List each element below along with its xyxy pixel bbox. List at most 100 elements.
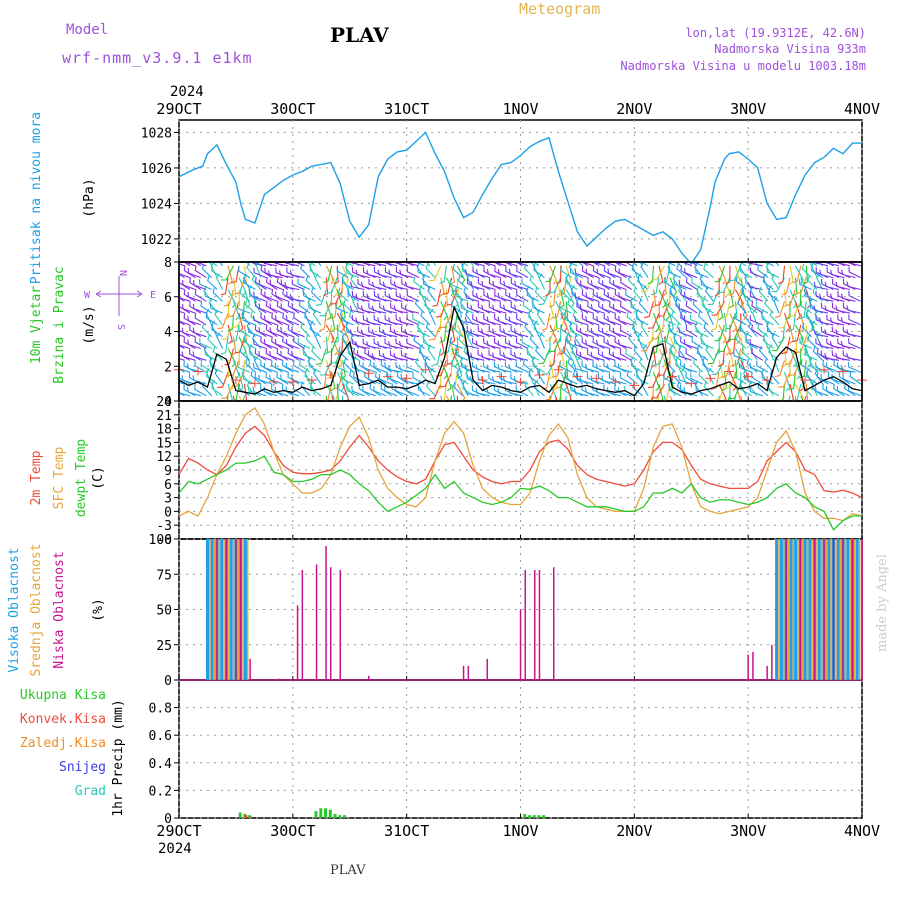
wind-barb bbox=[393, 305, 409, 314]
high-cloud-bar bbox=[846, 539, 850, 680]
wind-barb bbox=[591, 262, 600, 267]
wind-barb bbox=[458, 334, 469, 349]
wind-barb bbox=[494, 290, 507, 302]
wind-barb bbox=[783, 312, 791, 333]
wind-barb bbox=[187, 315, 201, 326]
wind-barb bbox=[424, 359, 436, 373]
wind-barb bbox=[640, 321, 649, 337]
credit-text: made by Angel bbox=[875, 554, 890, 652]
wind-barb bbox=[737, 298, 747, 314]
low-cloud-bar bbox=[225, 539, 228, 680]
wind-barb bbox=[353, 371, 365, 385]
wind-barb bbox=[382, 353, 398, 361]
wind-barb bbox=[632, 382, 643, 397]
wind-barb bbox=[183, 262, 191, 267]
wind-barb bbox=[464, 269, 480, 279]
wind-barb bbox=[665, 298, 676, 314]
wind-barb bbox=[297, 337, 311, 349]
wind-barb bbox=[304, 312, 316, 326]
wind-barb bbox=[322, 265, 333, 284]
wind-barb bbox=[718, 395, 720, 401]
wind-barb bbox=[794, 324, 804, 344]
wind-barb bbox=[371, 329, 387, 338]
wind-barb bbox=[833, 359, 845, 373]
precip-axis-title: 1hr Precip (mm) bbox=[111, 699, 126, 816]
wind-frame-overlay bbox=[178, 261, 863, 402]
wind-barb bbox=[300, 381, 311, 397]
wind-barb bbox=[559, 361, 572, 373]
wind-barb bbox=[350, 274, 360, 290]
wind-gust-marker bbox=[230, 376, 241, 385]
wind-barb bbox=[714, 383, 726, 401]
wind-barb bbox=[274, 315, 289, 326]
wind-barb bbox=[369, 359, 382, 373]
wind-barb bbox=[504, 262, 518, 267]
wind-barb bbox=[469, 262, 474, 267]
wind-barb bbox=[388, 293, 403, 302]
wind-barb bbox=[609, 325, 622, 338]
low-cloud-bar bbox=[538, 570, 541, 680]
wind-barb bbox=[549, 301, 554, 321]
wind-barb bbox=[387, 341, 403, 350]
wind-barb bbox=[802, 265, 809, 285]
wind-barb bbox=[548, 348, 556, 367]
wind-barb bbox=[353, 262, 360, 267]
wind-barb bbox=[210, 262, 218, 267]
wind-barb bbox=[522, 300, 534, 314]
wind-barb bbox=[668, 267, 682, 279]
low-cloud-bar bbox=[553, 567, 555, 680]
wind-barb bbox=[287, 348, 300, 361]
wind-barb bbox=[683, 339, 698, 350]
product-title: Meteogram bbox=[519, 0, 600, 18]
wind-barb bbox=[833, 383, 845, 397]
wind-barb bbox=[675, 300, 687, 314]
wind-barb bbox=[592, 265, 605, 279]
wind-barb bbox=[377, 269, 392, 279]
y-tick-label: 18 bbox=[156, 423, 172, 438]
wind-barb bbox=[179, 358, 185, 361]
wind-barb bbox=[313, 368, 322, 385]
wind-barb bbox=[217, 312, 229, 330]
wind-barb bbox=[625, 289, 638, 302]
wind-barb bbox=[630, 360, 643, 373]
wind-barb bbox=[483, 266, 496, 279]
wind-barb bbox=[652, 312, 660, 333]
wind-barb bbox=[378, 374, 392, 385]
wind-barb bbox=[711, 372, 720, 390]
wind-barb bbox=[406, 290, 420, 302]
total-precip-bar bbox=[537, 815, 541, 818]
wind-barb bbox=[746, 296, 753, 314]
wind-barb bbox=[751, 308, 758, 326]
wind-barb bbox=[644, 301, 655, 319]
wind-barb bbox=[545, 277, 551, 297]
wind-barb bbox=[735, 335, 747, 349]
wind-barb bbox=[464, 364, 480, 373]
wind-barb bbox=[729, 348, 734, 368]
wind-barb bbox=[576, 277, 589, 290]
y-tick-label: -6 bbox=[156, 533, 172, 548]
wind-barb bbox=[366, 341, 381, 350]
wind-barb bbox=[251, 274, 262, 290]
high-cloud-bar bbox=[789, 539, 793, 680]
wind-barb bbox=[326, 289, 333, 309]
high-cloud-bar bbox=[855, 539, 859, 680]
wind-barb bbox=[452, 381, 463, 397]
wind-barb bbox=[669, 312, 674, 333]
wind-gust-marker bbox=[686, 379, 697, 388]
wind-barb bbox=[678, 351, 692, 361]
wind-barb bbox=[260, 312, 273, 326]
wind-barb bbox=[764, 357, 774, 373]
low-cloud-bar bbox=[296, 605, 299, 680]
x-tick-label-bottom: 3NOV bbox=[730, 822, 766, 840]
wind-barb bbox=[439, 265, 447, 284]
wind-barb bbox=[601, 351, 616, 361]
wind-barb bbox=[199, 338, 212, 350]
precip-legend-item: Snijeg bbox=[59, 760, 106, 775]
wind-barb bbox=[311, 346, 322, 361]
wind-barb bbox=[269, 374, 283, 385]
wind-barb bbox=[377, 293, 392, 302]
mid-cloud-bar bbox=[783, 539, 785, 680]
y-tick-label: 1026 bbox=[141, 162, 172, 177]
wind-barb bbox=[668, 384, 682, 397]
wind-barb bbox=[521, 337, 534, 349]
